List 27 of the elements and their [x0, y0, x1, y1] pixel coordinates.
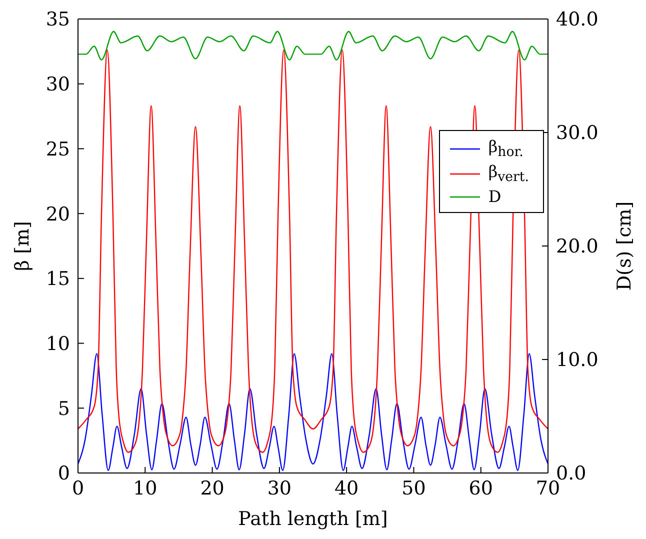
x-tick-label: 40: [334, 477, 359, 500]
y2-tick-label: 10.0: [556, 349, 598, 372]
x-tick-label: 20: [200, 477, 224, 500]
line-series: [78, 50, 548, 453]
y-tick-label: 5: [58, 398, 70, 420]
x-tick-label: 30: [267, 477, 292, 500]
y-tick-label: 0: [58, 462, 70, 485]
y-tick-label: 25: [46, 138, 70, 160]
line-series: [78, 30, 548, 60]
y2-tick-label: 30.0: [556, 122, 598, 144]
x-tick-label: 60: [468, 477, 493, 500]
x-tick-label: 0: [72, 477, 84, 500]
x-axis-title: Path length [m]: [238, 508, 388, 530]
y-tick-label: 20: [46, 203, 70, 226]
y-tick-label: 15: [46, 268, 70, 290]
x-tick-label: 10: [133, 477, 158, 500]
y-tick-label: 35: [46, 8, 70, 31]
y-tick-label: 10: [46, 333, 70, 356]
legend-label: β$_{hor.}$: [488, 137, 524, 160]
y-axis-title: β [m]: [12, 221, 34, 271]
y2-tick-label: 40.0: [556, 8, 598, 31]
x-tick-label: 50: [402, 477, 426, 500]
legend-label: D: [488, 187, 502, 206]
legend-label: β$_{vert.}$: [488, 162, 529, 186]
y2-tick-label: 20.0: [556, 236, 598, 258]
y-tick-label: 30: [46, 74, 70, 96]
y2-axis-title: D(s) [cm]: [614, 201, 636, 291]
